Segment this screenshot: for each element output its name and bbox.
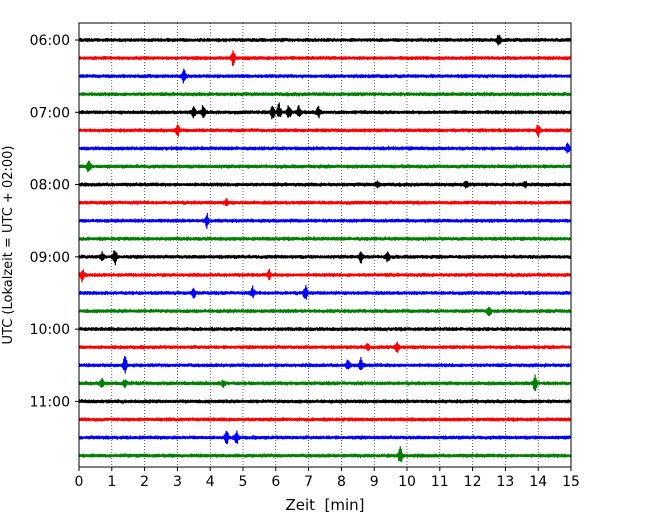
- x-tick-label: 11: [431, 474, 449, 490]
- trace-group: [78, 34, 572, 463]
- x-tick-label: 9: [370, 474, 379, 490]
- x-tick-label: 8: [337, 474, 346, 490]
- y-tick-label: 09:00: [30, 250, 70, 266]
- trace-0745: [78, 160, 572, 173]
- trace-0830: [78, 212, 572, 229]
- x-tick-label: 7: [304, 474, 313, 490]
- axis-ticks: 0 1 2 3 4 5 6 7 8 9 10 11 12 13 14 1506:0007:0008:0009:…: [30, 33, 580, 490]
- trace-0930: [78, 284, 572, 300]
- trace-0800: [78, 180, 572, 189]
- x-tick-label: 3: [173, 474, 182, 490]
- y-tick-label: 07:00: [30, 105, 70, 121]
- y-tick-label: 10:00: [30, 322, 70, 338]
- trace-0645: [78, 91, 572, 97]
- x-tick-label: 6: [271, 474, 280, 490]
- trace-0600: [78, 34, 572, 46]
- x-tick-label: 4: [206, 474, 215, 490]
- trace-1015: [78, 341, 572, 353]
- trace-0900: [78, 249, 572, 266]
- trace-1130: [78, 430, 572, 445]
- trace-1145: [78, 446, 572, 463]
- x-tick-label: 15: [562, 474, 580, 490]
- grid-lines: [111, 23, 539, 467]
- x-tick-label: 0: [75, 474, 84, 490]
- x-axis-label: Zeit [min]: [285, 496, 364, 514]
- trace-0630: [78, 68, 572, 84]
- y-axis-label: UTC (Lokalzeit = UTC + 02:00): [1, 146, 16, 345]
- x-tick-label: 14: [529, 474, 547, 490]
- trace-1115: [78, 417, 572, 422]
- x-tick-label: 10: [398, 474, 416, 490]
- trace-1100: [78, 399, 572, 404]
- trace-1030: [78, 355, 572, 374]
- trace-0815: [78, 197, 572, 207]
- trace-0700: [78, 102, 572, 120]
- y-tick-label: 08:00: [30, 178, 70, 194]
- trace-0615: [78, 50, 572, 66]
- x-tick-label: 2: [140, 474, 149, 490]
- trace-0730: [78, 142, 572, 154]
- x-tick-label: 13: [496, 474, 514, 490]
- trace-0915: [78, 268, 572, 283]
- x-tick-label: 1: [107, 474, 116, 490]
- trace-0715: [78, 124, 572, 138]
- y-tick-label: 11:00: [30, 394, 70, 410]
- plot-frame: [78, 22, 572, 468]
- trace-1000: [78, 326, 572, 332]
- x-tick-label: 12: [464, 474, 482, 490]
- trace-0945: [78, 306, 572, 317]
- y-tick-label: 06:00: [30, 33, 70, 49]
- trace-1045: [78, 374, 572, 392]
- x-tick-label: 5: [239, 474, 248, 490]
- trace-0845: [78, 236, 572, 242]
